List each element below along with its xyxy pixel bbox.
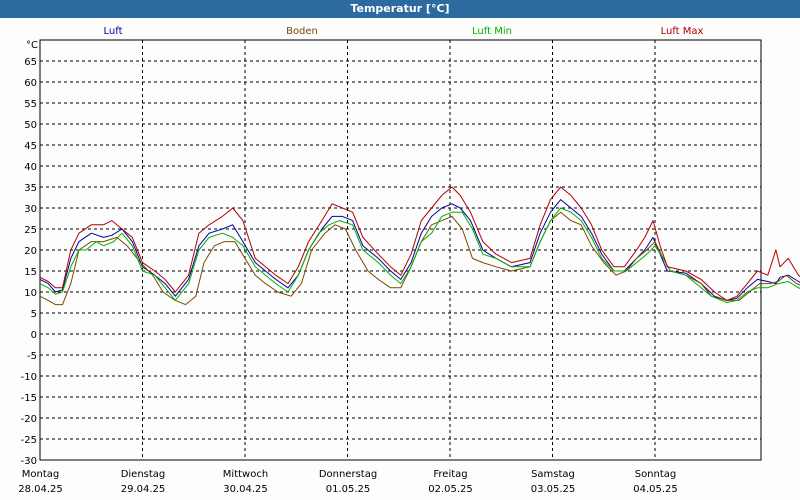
legend-entry: Luft Max: [661, 26, 704, 37]
legend-entry: Luft: [104, 26, 123, 37]
plot-frame: [39, 39, 762, 461]
axis-layer: °C65605550454035302520151050-5-10-15-20-…: [18, 40, 678, 495]
legend: Luft Boden Luft Min Luft Max: [104, 26, 704, 37]
x-date-label: 01.05.25: [326, 484, 371, 495]
x-day-label: Donnerstag: [319, 469, 377, 480]
legend-entry: Boden: [286, 26, 318, 37]
series-line: [39, 186, 800, 301]
y-tick-label: 30: [24, 204, 37, 215]
x-day-label: Samstag: [531, 469, 575, 480]
x-day-label: Sonntag: [635, 469, 677, 480]
chart-title: Temperatur [°C]: [0, 0, 800, 18]
y-tick-label: 20: [24, 246, 37, 257]
x-day-label: Montag: [22, 469, 59, 480]
y-tick-label: -10: [21, 372, 37, 383]
y-tick-label: 0: [31, 330, 37, 341]
y-tick-label: 65: [24, 57, 37, 68]
y-tick-label: 50: [24, 120, 37, 131]
series-layer: [39, 186, 800, 306]
y-tick-label: 10: [24, 288, 37, 299]
x-date-label: 04.05.25: [633, 484, 678, 495]
series-line: [39, 207, 800, 303]
x-day-label: Mittwoch: [223, 469, 268, 480]
y-tick-label: 45: [24, 141, 37, 152]
x-day-label: Dienstag: [121, 469, 166, 480]
series-line: [39, 211, 800, 306]
x-date-label: 02.05.25: [428, 484, 473, 495]
y-tick-label: -15: [21, 393, 37, 404]
y-axis-unit: °C: [26, 40, 38, 51]
y-tick-label: 55: [24, 99, 37, 110]
y-tick-label: -30: [21, 456, 37, 467]
y-tick-label: 60: [24, 78, 37, 89]
y-tick-label: -20: [21, 414, 37, 425]
y-tick-label: -5: [27, 351, 37, 362]
grid-layer: [40, 40, 761, 460]
y-tick-label: 15: [24, 267, 37, 278]
x-date-label: 29.04.25: [121, 484, 166, 495]
x-day-label: Freitag: [433, 469, 467, 480]
legend-entry: Luft Min: [472, 26, 512, 37]
y-tick-label: 25: [24, 225, 37, 236]
x-date-label: 30.04.25: [223, 484, 268, 495]
x-date-label: 03.05.25: [531, 484, 576, 495]
y-tick-label: 40: [24, 162, 37, 173]
y-tick-label: -25: [21, 435, 37, 446]
y-tick-label: 5: [31, 309, 37, 320]
x-date-label: 28.04.25: [18, 484, 63, 495]
series-line: [39, 199, 800, 301]
y-tick-label: 35: [24, 183, 37, 194]
